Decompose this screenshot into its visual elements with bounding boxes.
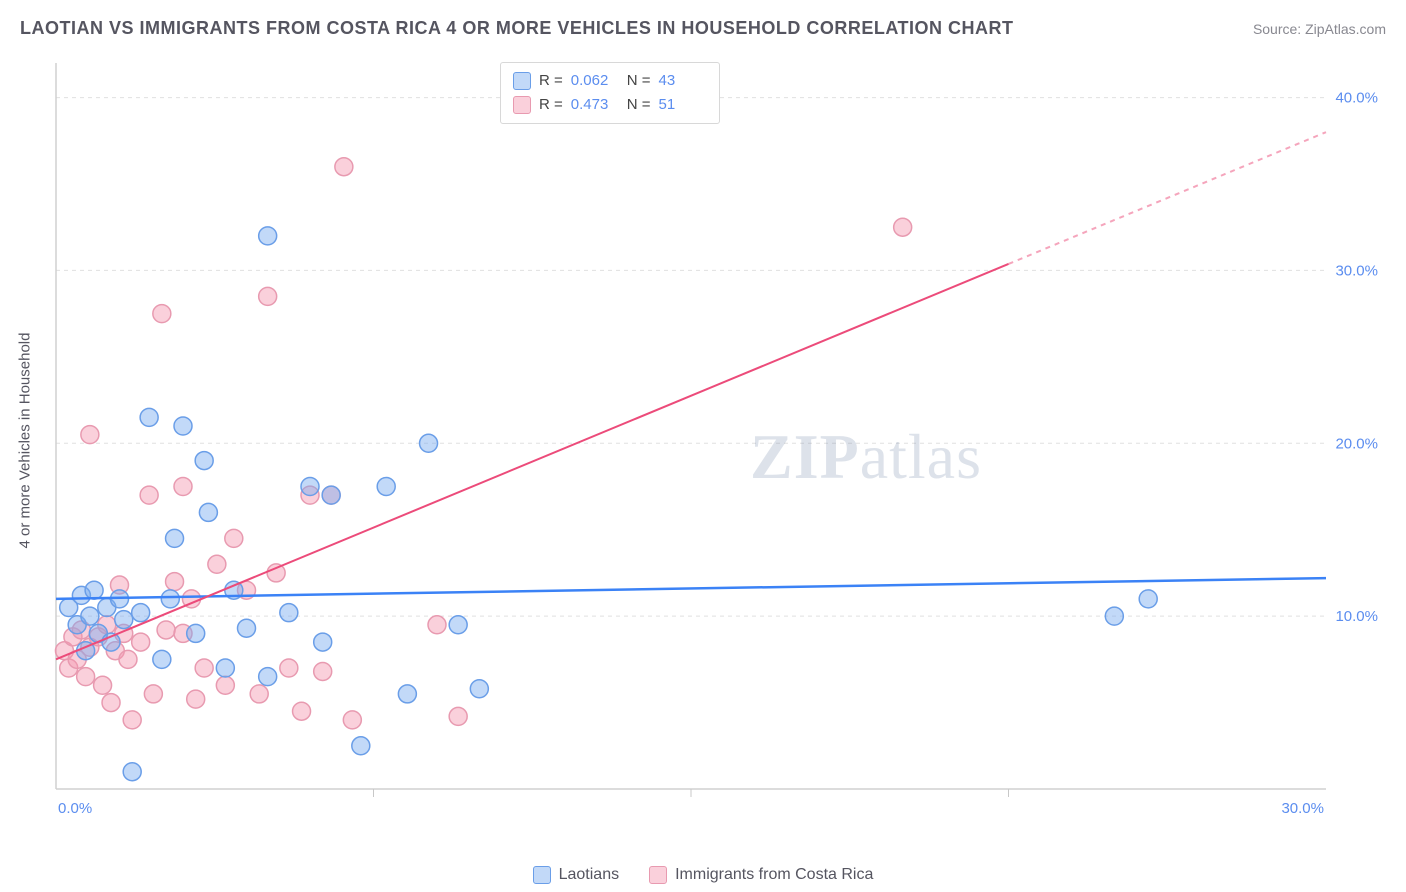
data-point bbox=[174, 478, 192, 496]
data-point bbox=[225, 529, 243, 547]
y-tick-label: 30.0% bbox=[1335, 262, 1378, 279]
data-point bbox=[352, 737, 370, 755]
data-point bbox=[267, 564, 285, 582]
data-point bbox=[314, 633, 332, 651]
data-point bbox=[208, 555, 226, 573]
data-point bbox=[377, 478, 395, 496]
data-point bbox=[123, 763, 141, 781]
data-point bbox=[140, 408, 158, 426]
data-point bbox=[398, 685, 416, 703]
data-point bbox=[894, 218, 912, 236]
data-point bbox=[187, 624, 205, 642]
data-point bbox=[174, 417, 192, 435]
data-point bbox=[166, 529, 184, 547]
data-point bbox=[449, 707, 467, 725]
swatch-blue-icon bbox=[533, 866, 551, 884]
chart-area: 10.0% 20.0% 30.0% 40.0% 0.0% 30.0% bbox=[50, 55, 1386, 825]
y-axis-label: 4 or more Vehicles in Household bbox=[17, 332, 34, 548]
data-point bbox=[216, 659, 234, 677]
data-point bbox=[322, 486, 340, 504]
data-point bbox=[470, 680, 488, 698]
n-label: N = bbox=[627, 93, 651, 117]
data-point bbox=[85, 581, 103, 599]
source-attribution: Source: ZipAtlas.com bbox=[1253, 21, 1386, 37]
data-point bbox=[280, 604, 298, 622]
data-point bbox=[119, 650, 137, 668]
data-point bbox=[195, 659, 213, 677]
data-point bbox=[132, 604, 150, 622]
data-point bbox=[216, 676, 234, 694]
data-point bbox=[153, 650, 171, 668]
data-point bbox=[420, 434, 438, 452]
series-legend: Laotians Immigrants from Costa Rica bbox=[0, 866, 1406, 884]
swatch-blue-icon bbox=[513, 72, 531, 90]
swatch-pink-icon bbox=[513, 96, 531, 114]
data-point bbox=[199, 503, 217, 521]
data-point bbox=[115, 611, 133, 629]
data-point bbox=[81, 426, 99, 444]
x-tick-label: 0.0% bbox=[58, 800, 92, 817]
data-point bbox=[449, 616, 467, 634]
data-point bbox=[259, 227, 277, 245]
legend-row-blue: R = 0.062 N = 43 bbox=[513, 69, 707, 93]
data-point bbox=[140, 486, 158, 504]
data-point bbox=[428, 616, 446, 634]
data-point bbox=[259, 668, 277, 686]
chart-title: LAOTIAN VS IMMIGRANTS FROM COSTA RICA 4 … bbox=[20, 18, 1014, 39]
data-point bbox=[250, 685, 268, 703]
y-tick-label: 40.0% bbox=[1335, 90, 1378, 107]
data-point bbox=[1105, 607, 1123, 625]
legend-label-costa-rica: Immigrants from Costa Rica bbox=[675, 866, 873, 884]
data-point bbox=[259, 287, 277, 305]
data-point bbox=[1139, 590, 1157, 608]
data-point bbox=[195, 452, 213, 470]
data-point bbox=[238, 619, 256, 637]
data-point bbox=[187, 690, 205, 708]
y-tick-label: 10.0% bbox=[1335, 608, 1378, 625]
data-point bbox=[157, 621, 175, 639]
data-point bbox=[301, 478, 319, 496]
n-label: N = bbox=[627, 69, 651, 93]
data-point bbox=[314, 662, 332, 680]
r-label: R = bbox=[539, 69, 563, 93]
legend-row-pink: R = 0.473 N = 51 bbox=[513, 93, 707, 117]
data-point bbox=[102, 694, 120, 712]
data-point bbox=[343, 711, 361, 729]
data-point bbox=[153, 305, 171, 323]
data-point bbox=[77, 668, 95, 686]
header: LAOTIAN VS IMMIGRANTS FROM COSTA RICA 4 … bbox=[20, 18, 1386, 39]
data-point bbox=[293, 702, 311, 720]
data-point bbox=[94, 676, 112, 694]
scatter-chart-svg: 10.0% 20.0% 30.0% 40.0% 0.0% 30.0% bbox=[50, 55, 1386, 825]
correlation-legend: R = 0.062 N = 43 R = 0.473 N = 51 bbox=[500, 62, 720, 124]
trend-line-pink-extrapolated bbox=[1009, 132, 1327, 264]
data-point bbox=[280, 659, 298, 677]
r-label: R = bbox=[539, 93, 563, 117]
data-point bbox=[335, 158, 353, 176]
y-tick-label: 20.0% bbox=[1335, 435, 1378, 452]
legend-label-laotians: Laotians bbox=[559, 866, 620, 884]
data-point bbox=[123, 711, 141, 729]
n-value-blue: 43 bbox=[659, 69, 707, 93]
r-value-pink: 0.473 bbox=[571, 93, 619, 117]
y-axis-label-container: 4 or more Vehicles in Household bbox=[10, 55, 40, 825]
data-point bbox=[161, 590, 179, 608]
legend-item-laotians: Laotians bbox=[533, 866, 620, 884]
data-point bbox=[132, 633, 150, 651]
swatch-pink-icon bbox=[649, 866, 667, 884]
data-point bbox=[81, 607, 99, 625]
r-value-blue: 0.062 bbox=[571, 69, 619, 93]
legend-item-costa-rica: Immigrants from Costa Rica bbox=[649, 866, 873, 884]
n-value-pink: 51 bbox=[659, 93, 707, 117]
x-tick-label: 30.0% bbox=[1281, 800, 1324, 817]
data-point bbox=[166, 573, 184, 591]
data-point bbox=[144, 685, 162, 703]
